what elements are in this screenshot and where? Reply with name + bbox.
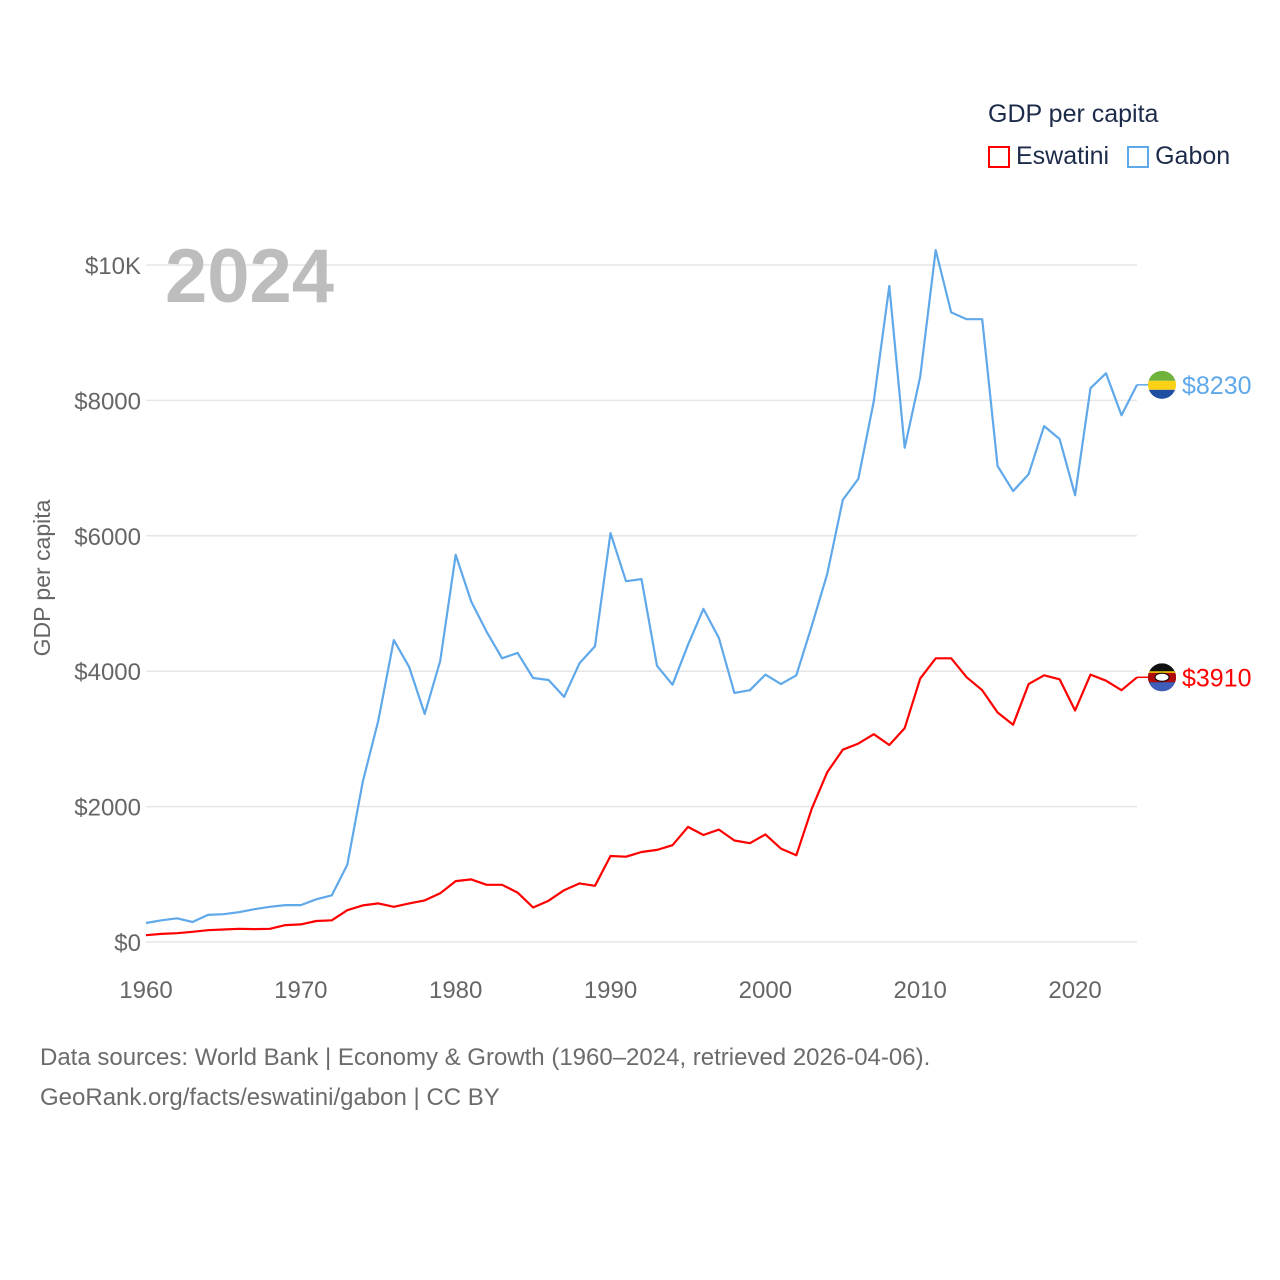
series-lines xyxy=(145,249,1138,937)
x-tick-label: 2000 xyxy=(739,977,792,1004)
year-watermark: 2024 xyxy=(165,234,334,319)
y-axis-label: GDP per capita xyxy=(29,499,55,656)
y-tick-label: $4000 xyxy=(74,659,141,686)
x-tick-label: 2020 xyxy=(1048,977,1101,1004)
y-tick-label: $6000 xyxy=(74,524,141,551)
y-tick-label: $8000 xyxy=(74,388,141,415)
y-tick-label: $2000 xyxy=(74,795,141,822)
x-tick-label: 1990 xyxy=(584,977,637,1004)
legend-item-eswatini[interactable]: Eswatini xyxy=(988,142,1109,171)
legend-swatch-eswatini xyxy=(988,145,1010,168)
eswatini-flag-icon xyxy=(1148,663,1176,692)
y-tick-label: $10K xyxy=(85,253,141,280)
x-tick-label: 1970 xyxy=(274,977,327,1004)
gabon-flag-icon xyxy=(1148,370,1176,399)
series-line-gabon xyxy=(145,249,1138,925)
footer-link[interactable]: GeoRank.org/facts/eswatini/gabon | CC BY xyxy=(40,1084,500,1111)
legend-label: Gabon xyxy=(1155,142,1231,170)
x-tick-label: 2010 xyxy=(894,977,947,1004)
x-axis-ticks: 1960 1970 1980 1990 2000 2010 2020 xyxy=(119,977,1101,1004)
y-tick-label: $0 xyxy=(114,930,141,957)
x-tick-label: 1960 xyxy=(119,977,172,1004)
legend-swatch-gabon xyxy=(1127,145,1150,168)
gridlines xyxy=(146,264,1137,943)
legend-title: GDP per capita xyxy=(988,100,1159,128)
y-axis-ticks: $0 $2000 $4000 $6000 $8000 $10K xyxy=(74,253,141,957)
end-value-label: $8230 xyxy=(1182,372,1252,400)
end-labels: $3910 $8230 xyxy=(1137,370,1252,692)
legend: Eswatini Gabon xyxy=(988,142,1230,171)
x-tick-label: 1980 xyxy=(429,977,482,1004)
footer-sources: Data sources: World Bank | Economy & Gro… xyxy=(40,1044,931,1071)
end-value-label: $3910 xyxy=(1182,664,1252,692)
legend-item-gabon[interactable]: Gabon xyxy=(1127,142,1230,171)
legend-label: Eswatini xyxy=(1016,142,1110,170)
series-line-eswatini xyxy=(145,657,1138,937)
